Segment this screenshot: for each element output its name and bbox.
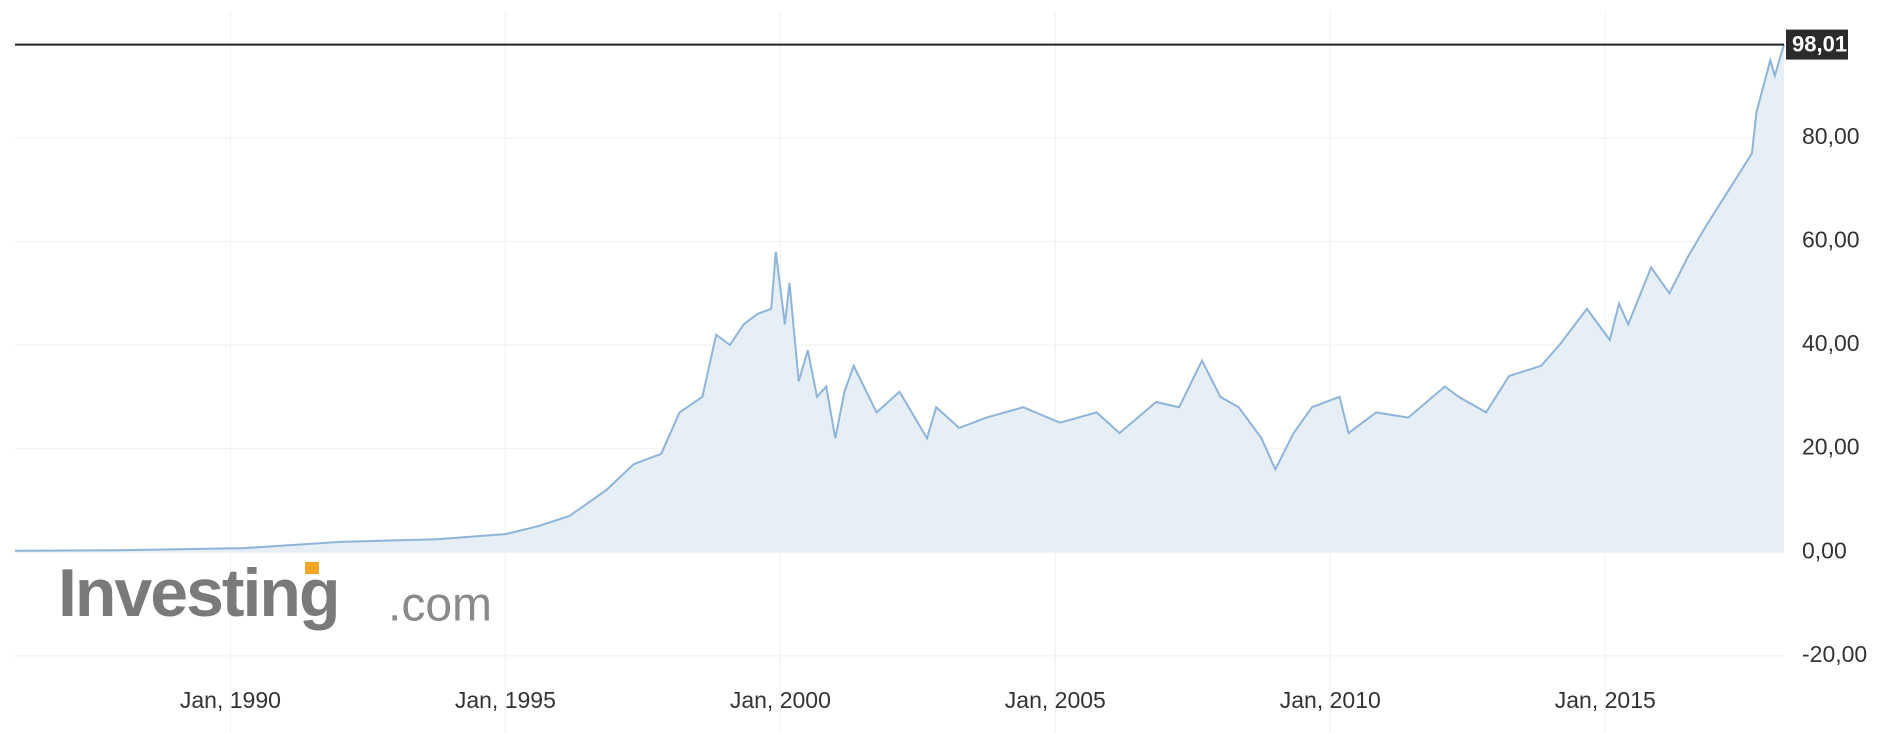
line	[14, 44, 1785, 552]
last-value-box	[1786, 29, 1848, 60]
y-tick-label: 40,00	[1802, 330, 1860, 356]
area	[15, 44, 1784, 553]
last-value-label: 98,01	[1792, 31, 1847, 56]
x-tick-label: Jan, 2010	[1280, 687, 1381, 713]
x-tick-label: Jan, 2000	[730, 687, 831, 713]
watermark-brand: Investing	[58, 555, 339, 631]
y-tick-label: 60,00	[1802, 227, 1860, 253]
watermark-dot	[305, 562, 319, 574]
y-tick-label: 0,00	[1802, 537, 1847, 563]
watermark: Investing .com	[58, 555, 492, 632]
x-tick-label: Jan, 1990	[180, 687, 281, 713]
y-tick-label: -20,00	[1802, 641, 1867, 667]
x-tick-label: Jan, 2015	[1555, 687, 1656, 713]
y-tick-label: 80,00	[1802, 123, 1860, 149]
x-tick-label: Jan, 1995	[455, 687, 556, 713]
y-tick-label: 20,00	[1802, 434, 1860, 460]
x-tick-label: Jan, 2005	[1005, 687, 1106, 713]
watermark-suffix: .com	[388, 579, 492, 632]
